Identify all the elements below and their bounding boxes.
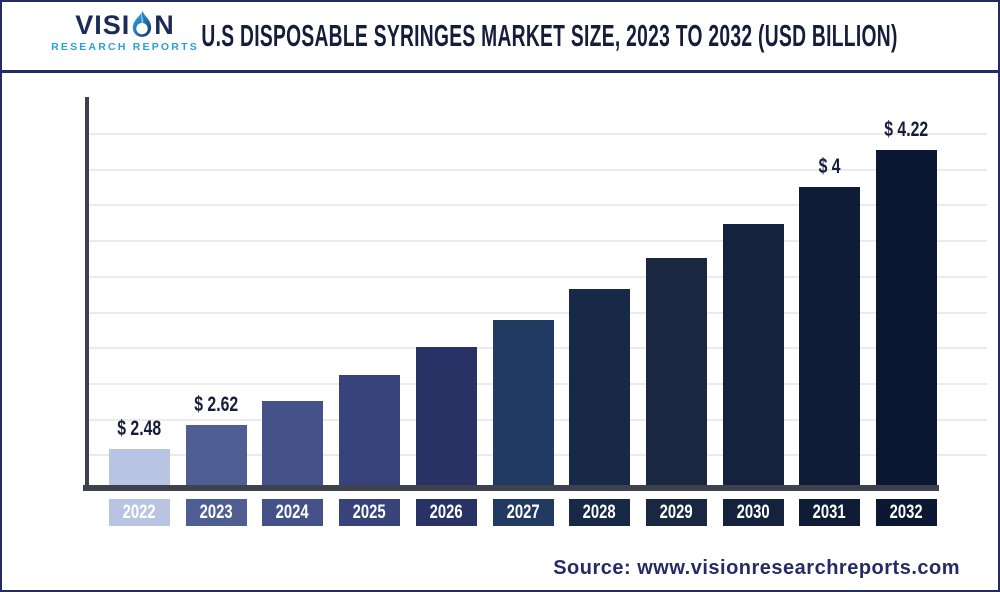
header: VISI N RESEARCH REPORTS [2,2,998,73]
x-tick-2025: 2025 [339,499,400,526]
bar-2022 [109,449,170,485]
bar-2032 [876,150,937,485]
x-tick-2028: 2028 [569,499,630,526]
bar-value-label-2031: $ 4 [818,155,841,178]
gridline [87,312,987,314]
x-tick-2030: 2030 [723,499,784,526]
x-tick-2031: 2031 [799,499,860,526]
x-tick-2022: 2022 [109,499,170,526]
brand-tagline: RESEARCH REPORTS [51,41,199,53]
bar-2028 [569,289,630,485]
page-title-text: U.S DISPOSABLE SYRINGES MARKET SIZE, 202… [201,18,899,53]
bar-2029 [646,258,707,485]
bar-value-label-2032: $ 4.22 [884,118,929,141]
bar-value-label-2022: $ 2.48 [117,417,162,440]
x-tick-2023: 2023 [186,499,247,526]
x-tick-2032: 2032 [876,499,937,526]
bar-2031 [799,187,860,485]
source-credit: Source: www.visionresearchreports.com [553,557,960,579]
brand-name-suffix: N [154,10,175,40]
gridline [87,276,987,278]
x-tick-2024: 2024 [262,499,323,526]
gridline [87,240,987,242]
bar-2027 [493,320,554,485]
bar-2023 [186,425,247,485]
x-tick-2029: 2029 [646,499,707,526]
page-title: U.S DISPOSABLE SYRINGES MARKET SIZE, 202… [112,2,988,70]
x-axis-line [83,485,939,491]
bar-value-label-2023: $ 2.62 [194,393,239,416]
bar-2024 [262,401,323,485]
bar-2026 [416,347,477,485]
gridline [87,204,987,206]
bar-2025 [339,375,400,485]
gridline [87,133,987,135]
x-tick-2027: 2027 [493,499,554,526]
brand-logo: VISI N RESEARCH REPORTS [40,10,210,53]
water-drop-icon [133,10,152,37]
brand-name: VISI N [75,10,175,40]
bar-2030 [723,224,784,485]
gridline [87,169,987,171]
y-axis-line [85,97,89,490]
x-tick-2026: 2026 [416,499,477,526]
brand-name-prefix: VISI [75,10,131,40]
